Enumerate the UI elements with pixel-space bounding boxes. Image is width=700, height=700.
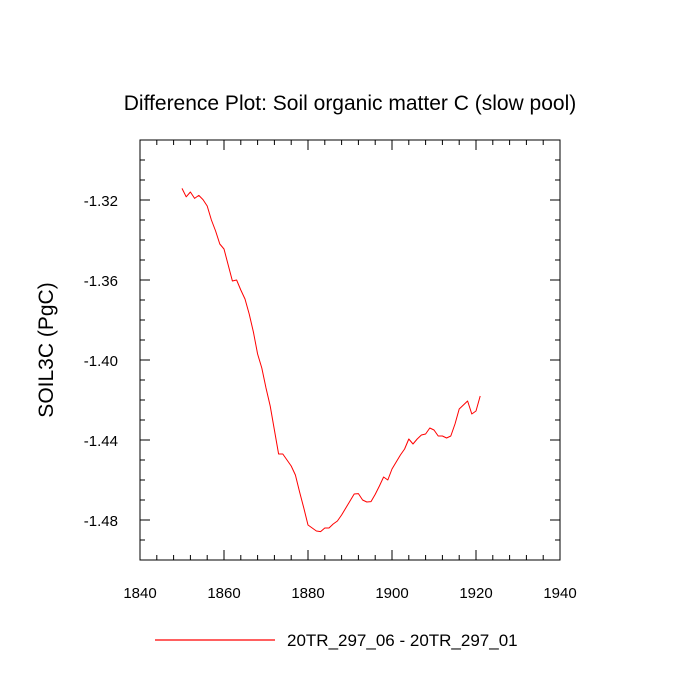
x-tick-label: 1860 xyxy=(207,585,240,602)
x-tick-label: 1840 xyxy=(123,585,156,602)
y-tick-label: -1.48 xyxy=(84,513,118,530)
x-tick-label: 1940 xyxy=(543,585,576,602)
x-tick-label: 1920 xyxy=(459,585,492,602)
y-tick-label: -1.40 xyxy=(84,353,118,370)
plot-area: 1840 1860 1880 1900 1920 1940 -1.32 -1.36 -1.40 -… xyxy=(84,139,577,602)
x-tick-label: 1880 xyxy=(291,585,324,602)
chart-title: Difference Plot: Soil organic matter C (… xyxy=(124,92,576,115)
legend: 20TR_297_06 - 20TR_297_01 xyxy=(155,631,518,650)
y-tick-label: -1.44 xyxy=(84,433,118,450)
y-tick-label: -1.32 xyxy=(84,193,118,210)
y-axis-label: SOIL3C (PgC) xyxy=(35,282,58,417)
series-line xyxy=(181,188,481,533)
plot-frame xyxy=(139,139,561,561)
y-tick-label: -1.36 xyxy=(84,273,118,290)
x-tick-label: 1900 xyxy=(375,585,408,602)
legend-label: 20TR_297_06 - 20TR_297_01 xyxy=(287,631,518,650)
